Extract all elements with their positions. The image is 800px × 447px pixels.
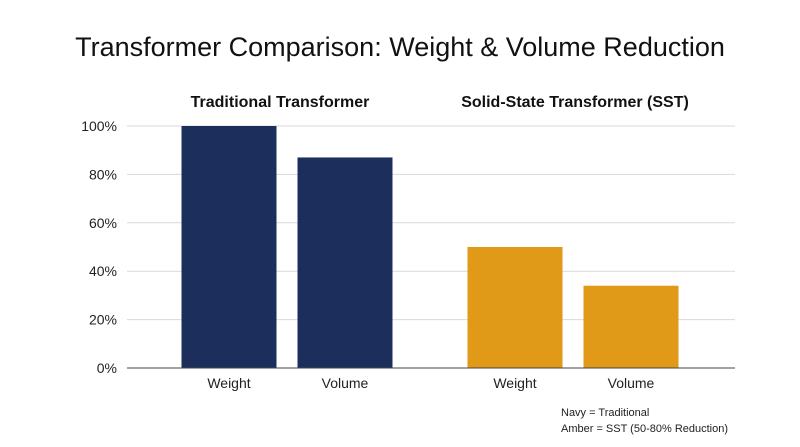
y-tick-label: 80% [89,166,117,182]
y-tick-label: 20% [89,312,117,328]
chart-title: Transformer Comparison: Weight & Volume … [75,32,725,62]
x-tick-label: Weight [207,375,250,391]
group-title-sst: Solid-State Transformer (SST) [461,94,689,111]
y-tick-label: 0% [97,360,117,376]
y-tick-label: 60% [89,215,117,231]
x-tick-label: Weight [493,375,536,391]
bar-sst-weight [467,247,563,368]
bar-traditional-volume [297,157,393,368]
legend-entry-sst: Amber = SST (50-80% Reduction) [561,423,729,435]
x-tick-label: Volume [608,375,655,391]
y-tick-label: 100% [81,118,117,134]
x-tick-label: Volume [322,375,369,391]
legend-entry-traditional: Navy = Traditional [561,407,650,419]
bar-sst-volume [583,285,679,368]
legend: Navy = Traditional Amber = SST (50-80% R… [561,405,728,437]
group-title-traditional: Traditional Transformer [190,94,370,111]
y-tick-label: 40% [89,263,117,279]
bar-traditional-weight [181,126,277,368]
